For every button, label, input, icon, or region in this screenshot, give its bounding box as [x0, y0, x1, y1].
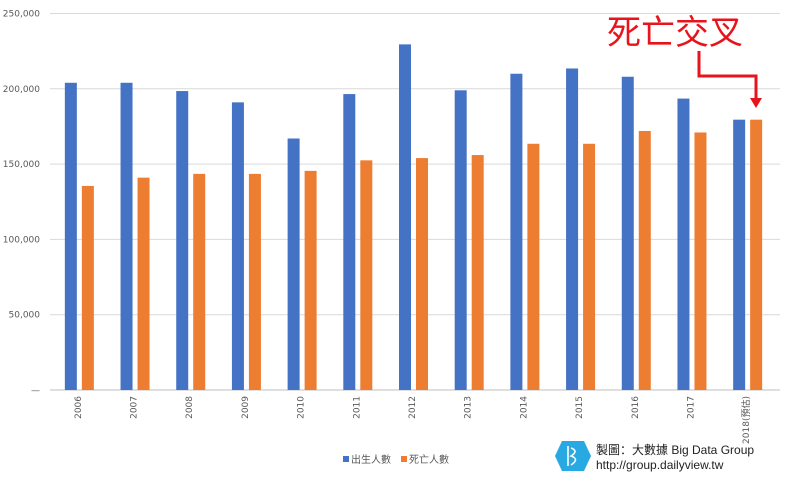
bar-births-2009: [231, 102, 244, 390]
bar-deaths-2014: [527, 143, 540, 390]
x-tick-label: 2007: [130, 396, 140, 419]
x-tick-label: 2015: [575, 396, 585, 419]
bar-deaths-2007: [137, 177, 150, 390]
x-tick-label: 2010: [297, 396, 307, 419]
legend-swatch: [343, 456, 349, 462]
x-tick-label: 2016: [631, 396, 641, 419]
y-tick-label: 150,000: [3, 160, 40, 170]
y-tick-label: 100,000: [3, 235, 40, 245]
x-tick-label: 2017: [686, 396, 696, 419]
y-tick-label: —: [31, 386, 40, 396]
bar-deaths-2009: [248, 173, 261, 390]
bar-births-2016: [621, 76, 634, 390]
legend-label: 出生人數: [351, 453, 391, 466]
legend-swatch: [401, 456, 407, 462]
bar-deaths-2006: [81, 185, 94, 390]
x-tick-label: 2009: [241, 396, 251, 419]
bar-births-2015: [566, 68, 579, 391]
logo-icon: [555, 441, 591, 471]
bar-deaths-2013: [471, 155, 484, 390]
x-tick-label: 2011: [352, 396, 362, 419]
bar-deaths-2017: [694, 132, 707, 390]
credit-line-1: 製圖：大數據 Big Data Group: [596, 443, 755, 457]
bar-deaths-2015: [583, 143, 596, 390]
annotation-arrow-line: [697, 51, 758, 100]
x-tick-label: 2013: [464, 396, 474, 419]
bar-births-2010: [287, 138, 300, 390]
legend-label: 死亡人數: [409, 453, 449, 466]
bar-deaths-2011: [360, 160, 373, 390]
y-tick-label: 200,000: [3, 85, 40, 95]
bar-births-2006: [64, 82, 77, 390]
bar-births-2011: [343, 94, 356, 391]
bar-births-2014: [510, 73, 523, 391]
bar-deaths-2008: [193, 173, 206, 390]
credit-text: 製圖：大數據 Big Data Group http://group.daily…: [596, 443, 754, 473]
x-tick-label: 2018(預估): [740, 396, 752, 444]
y-tick-label: 50,000: [9, 311, 41, 321]
x-tick-label: 2012: [408, 396, 418, 419]
bar-deaths-2018(預估): [750, 119, 763, 390]
x-tick-label: 2014: [519, 396, 529, 419]
credit-line-2: http://group.dailyview.tw: [596, 458, 724, 472]
y-tick-label: 250,000: [3, 10, 40, 20]
bar-births-2017: [677, 98, 690, 391]
annotation-death-cross: 死亡交叉: [607, 13, 743, 53]
bar-births-2013: [454, 90, 467, 390]
bar-deaths-2016: [638, 130, 651, 390]
bar-deaths-2012: [416, 158, 428, 390]
bar-births-2007: [120, 82, 133, 390]
bar-births-2018(預估): [733, 119, 746, 390]
bar-births-2012: [399, 44, 411, 391]
annotation-arrow-head: [750, 98, 762, 108]
bar-births-2008: [176, 91, 189, 391]
x-tick-label: 2006: [74, 396, 84, 419]
x-tick-label: 2008: [185, 396, 195, 419]
bar-deaths-2010: [304, 170, 317, 390]
